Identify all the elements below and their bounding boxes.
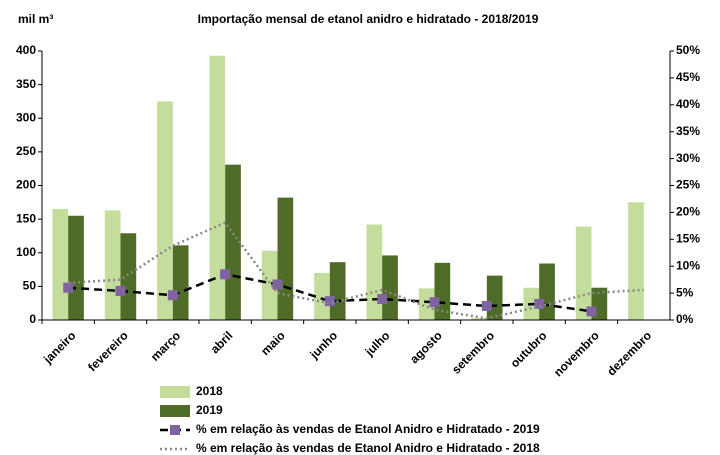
bar [471,317,487,320]
marker [63,282,74,293]
x-tick-label: maio [258,328,288,358]
bar [104,210,121,320]
y-tick-label: 0 [29,312,36,326]
marker [167,290,178,301]
y2-tick-label: 30% [676,151,700,165]
legend-marker [170,425,180,435]
y-tick-label: 250 [16,144,36,158]
marker [220,269,231,280]
marker [272,279,283,290]
bar [575,226,592,320]
y2-tick-label: 0% [676,312,694,326]
bar [52,209,69,320]
y2-tick-label: 5% [676,285,694,299]
y2-tick-label: 20% [676,205,700,219]
bar [382,255,398,320]
y-tick-label: 350 [16,77,36,91]
x-tick-label: outubro [508,328,550,370]
bar [366,224,383,320]
bar [314,272,330,320]
x-tick-label: abril [208,328,236,356]
legend-label: % em relação às vendas de Etanol Anidro … [196,441,540,455]
marker [115,285,126,296]
marker [377,294,388,305]
legend-swatch [160,386,190,398]
bar [120,233,137,320]
y2-tick-label: 40% [676,97,700,111]
marker [534,298,545,309]
x-tick-label: dezembro [604,328,654,378]
y-tick-label: 300 [16,110,36,124]
marker [586,306,597,317]
y2-tick-label: 50% [676,43,700,57]
x-tick-label: junho [306,328,340,362]
bar [225,164,241,320]
y2-tick-label: 35% [676,124,700,138]
y2-tick-label: 15% [676,231,700,245]
y-tick-label: 100 [16,245,36,259]
legend-label: 2018 [196,384,223,398]
x-tick-label: julho [362,328,393,359]
x-tick-label: agosto [407,328,445,366]
bar [68,215,84,320]
x-tick-label: setembro [449,328,497,376]
bar [157,101,173,320]
bar [209,55,226,321]
bar [329,262,346,320]
bar [172,245,189,320]
marker [429,297,440,308]
y-tick-label: 150 [16,211,36,225]
legend-label: 2019 [196,403,223,417]
line [68,272,592,313]
y-tick-label: 50 [23,279,37,293]
bar [486,275,503,320]
x-tick-label: março [148,328,183,363]
y2-tick-label: 25% [676,178,700,192]
y2-tick-label: 10% [676,258,700,272]
bar [539,263,555,320]
line [68,221,644,320]
y2-tick-label: 45% [676,70,700,84]
marker [324,296,335,307]
y-tick-label: 400 [16,43,36,57]
x-tick-label: novembro [551,328,602,379]
marker [481,301,492,312]
x-tick-label: janeiro [40,328,78,366]
bar [628,202,644,320]
bar [261,250,278,320]
legend-label: % em relação às vendas de Etanol Anidro … [196,422,540,436]
x-tick-label: fevereiro [85,328,131,374]
chart-title: Importação mensal de etanol anidro e hid… [198,12,539,26]
bar [418,288,435,320]
y-tick-label: 200 [16,178,36,192]
legend-swatch [160,405,190,417]
y-axis-label: mil m³ [18,12,53,26]
bar [277,197,294,320]
